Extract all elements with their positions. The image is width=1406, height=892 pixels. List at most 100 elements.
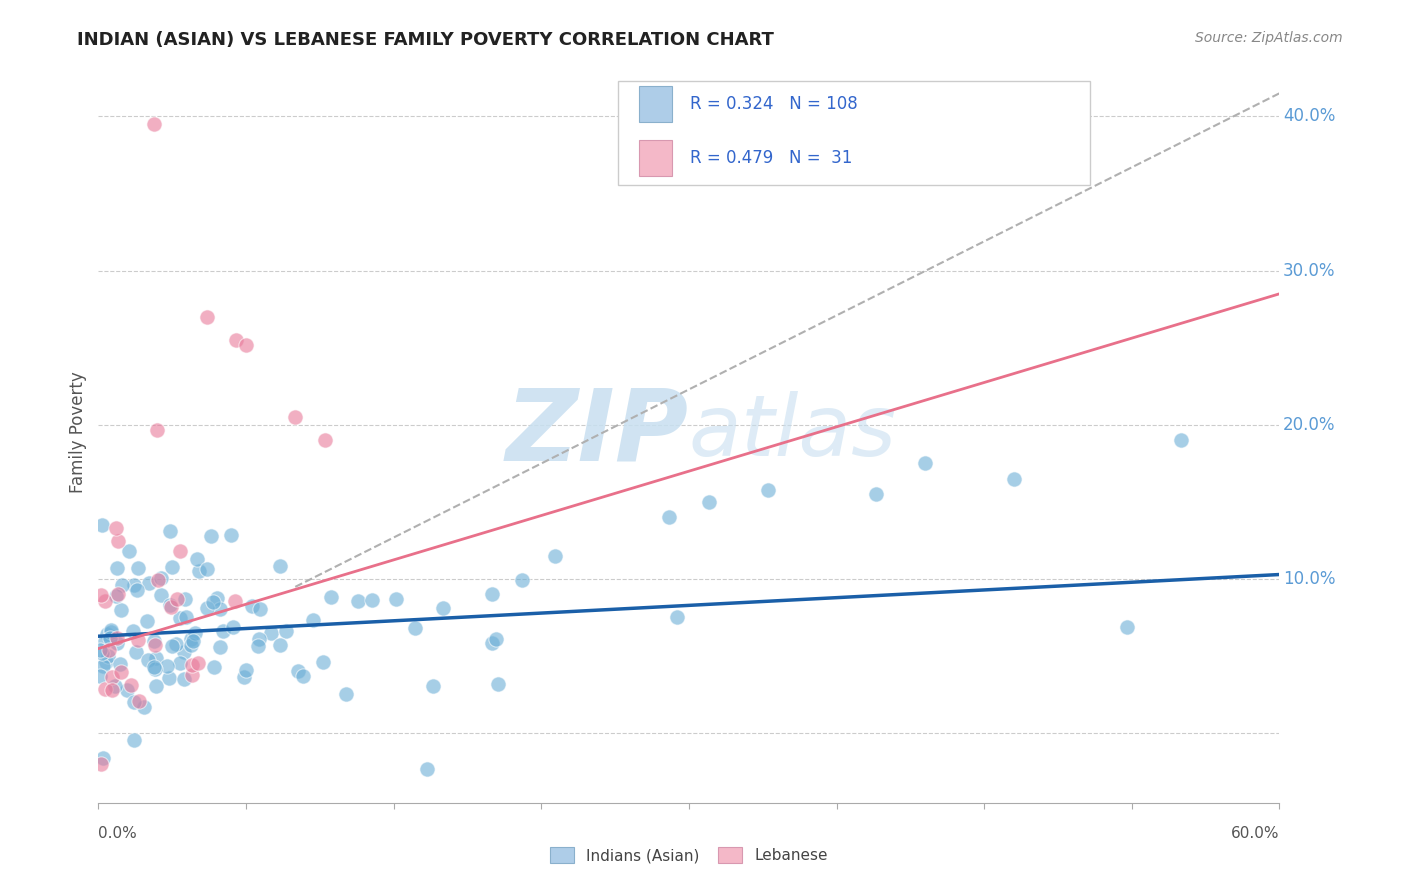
Point <box>180 638 202 652</box>
Point <box>135 615 157 629</box>
Point <box>284 410 307 425</box>
Text: R = 0.479   N =  31: R = 0.479 N = 31 <box>690 149 852 167</box>
Point <box>486 677 509 691</box>
Text: 10.0%: 10.0% <box>1284 570 1336 588</box>
Point <box>105 631 128 645</box>
Point <box>187 656 209 670</box>
Point <box>142 660 165 674</box>
Point <box>312 655 335 669</box>
Point <box>94 681 117 696</box>
Point <box>100 670 122 684</box>
Point <box>481 636 503 650</box>
Point <box>157 671 180 685</box>
Point <box>224 594 246 608</box>
Point <box>1170 434 1192 448</box>
Point <box>127 560 149 574</box>
Point <box>174 610 197 624</box>
Point <box>233 670 256 684</box>
Point <box>107 533 129 548</box>
Point <box>132 700 155 714</box>
Point <box>166 591 188 606</box>
Point <box>201 595 224 609</box>
Point <box>127 582 149 597</box>
Point <box>98 631 121 645</box>
Point <box>165 637 187 651</box>
Point <box>212 624 235 638</box>
Point <box>202 659 225 673</box>
Point <box>150 588 173 602</box>
Point <box>160 600 183 615</box>
Point <box>104 679 127 693</box>
Point <box>100 623 122 637</box>
Point <box>180 667 202 681</box>
Y-axis label: Family Poverty: Family Poverty <box>69 372 87 493</box>
Point <box>319 590 342 604</box>
Point <box>186 552 208 566</box>
Point <box>249 601 271 615</box>
Point <box>115 683 138 698</box>
Point <box>209 602 232 616</box>
Point <box>914 457 936 471</box>
Point <box>665 610 688 624</box>
Point <box>150 571 173 585</box>
Point <box>136 653 159 667</box>
Point <box>90 588 112 602</box>
Point <box>107 587 129 601</box>
Point <box>512 573 534 587</box>
Point <box>422 679 444 693</box>
Point <box>360 592 382 607</box>
Point <box>159 524 181 538</box>
Point <box>173 645 195 659</box>
Point <box>346 594 368 608</box>
Point <box>247 632 270 646</box>
Point <box>385 592 408 607</box>
FancyBboxPatch shape <box>619 81 1091 185</box>
Point <box>89 757 111 772</box>
Point <box>301 613 323 627</box>
Point <box>94 633 117 648</box>
Point <box>145 662 167 676</box>
Point <box>1116 620 1139 634</box>
Point <box>195 310 218 324</box>
Point <box>105 589 128 603</box>
Point <box>756 483 779 497</box>
Text: ZIP: ZIP <box>506 384 689 481</box>
Point <box>432 601 454 615</box>
Point <box>97 643 120 657</box>
Point <box>292 669 315 683</box>
Point <box>173 591 195 606</box>
Text: INDIAN (ASIAN) VS LEBANESE FAMILY POVERTY CORRELATION CHART: INDIAN (ASIAN) VS LEBANESE FAMILY POVERT… <box>77 31 775 49</box>
Point <box>159 598 181 612</box>
Point <box>89 643 111 657</box>
Point <box>200 529 222 543</box>
Point <box>173 672 195 686</box>
Point <box>91 751 114 765</box>
Point <box>865 487 887 501</box>
Point <box>94 656 117 670</box>
Point <box>145 639 167 653</box>
Point <box>269 558 291 573</box>
Text: 40.0%: 40.0% <box>1284 107 1336 126</box>
Point <box>89 668 111 682</box>
Point <box>146 423 169 437</box>
Text: 60.0%: 60.0% <box>1232 826 1279 841</box>
Point <box>105 636 128 650</box>
Point <box>485 632 508 647</box>
Point <box>181 634 204 648</box>
Point <box>91 659 114 673</box>
Point <box>118 544 141 558</box>
Point <box>160 560 183 574</box>
Point <box>96 626 118 640</box>
Point <box>335 687 357 701</box>
Point <box>155 658 177 673</box>
Point <box>91 518 114 533</box>
Point <box>184 626 207 640</box>
Text: 30.0%: 30.0% <box>1284 261 1336 280</box>
Point <box>658 510 681 524</box>
Point <box>269 638 291 652</box>
Point <box>314 434 336 448</box>
Point <box>544 549 567 564</box>
FancyBboxPatch shape <box>640 140 672 176</box>
Text: 0.0%: 0.0% <box>98 826 138 841</box>
Point <box>127 632 149 647</box>
